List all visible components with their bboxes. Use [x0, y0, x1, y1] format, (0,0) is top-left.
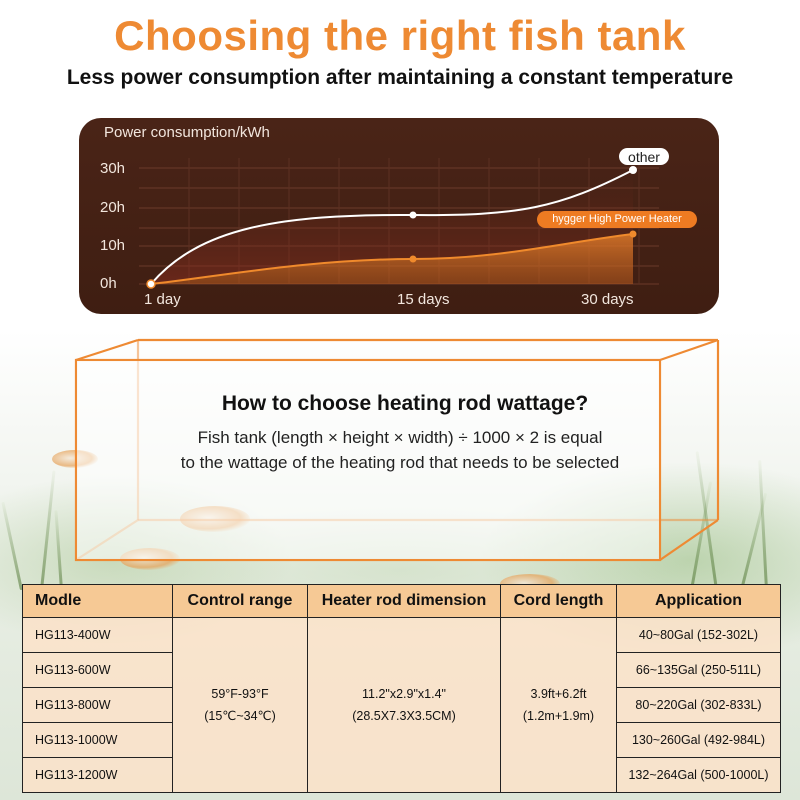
header-model: Modle: [22, 584, 173, 618]
x-tick-1-day: 1 day: [144, 291, 181, 308]
spec-table: Modle Control range Heater rod dimension…: [22, 584, 781, 793]
y-tick-10h: 10h: [100, 237, 126, 254]
legend-hygger: hygger High Power Heater: [552, 213, 682, 225]
x-tick-30-days: 30 days: [581, 291, 634, 308]
header-control-range: Control range: [172, 584, 308, 618]
y-tick-30h: 30h: [100, 160, 126, 177]
cord-ft: 3.9ft+6.2ft: [530, 687, 587, 701]
model-cell: HG113-1000W: [22, 722, 173, 758]
chart-y-title: Power consumption/kWh: [104, 124, 270, 141]
model-cell: HG113-600W: [22, 652, 173, 688]
dimension-in: 11.2"x2.9"x1.4": [362, 687, 446, 701]
application-cell: 132~264Gal (500-1000L): [616, 757, 781, 793]
legend-other: other: [628, 149, 660, 165]
header-application: Application: [616, 584, 781, 618]
model-cell: HG113-1200W: [22, 757, 173, 793]
application-cell: 80~220Gal (302-833L): [616, 687, 781, 723]
application-cell: 40~80Gal (152-302L): [616, 617, 781, 653]
application-cell: 66~135Gal (250-511L): [616, 652, 781, 688]
dimension-cm: (28.5X7.3X3.5CM): [352, 709, 456, 723]
control-range-f: 59°F-93°F: [211, 687, 269, 701]
table-row: HG113-1200W 132~264Gal (500-1000L): [22, 757, 781, 793]
wattage-formula-line-2: to the wattage of the heating rod that n…: [180, 453, 620, 472]
control-range-c: (15℃~34℃): [204, 709, 276, 723]
application-cell: 130~260Gal (492-984L): [616, 722, 781, 758]
control-range-cell: 59°F-93°F (15℃~34℃): [172, 617, 308, 793]
header-cord-length: Cord length: [500, 584, 617, 618]
y-tick-0h: 0h: [100, 275, 117, 292]
y-tick-20h: 20h: [100, 199, 126, 216]
table-header-row: Modle Control range Heater rod dimension…: [22, 584, 781, 618]
hygger-series-area: [151, 234, 633, 284]
dimension-cell: 11.2"x2.9"x1.4" (28.5X7.3X3.5CM): [307, 617, 501, 793]
page-subtitle: Less power consumption after maintaining…: [66, 66, 734, 89]
model-cell: HG113-400W: [22, 617, 173, 653]
table-row: HG113-800W 80~220Gal (302-833L): [22, 687, 781, 723]
table-row: HG113-400W 59°F-93°F (15℃~34℃) 11.2"x2.9…: [22, 617, 781, 793]
table-row: HG113-1000W 130~260Gal (492-984L): [22, 722, 781, 758]
x-tick-15-days: 15 days: [397, 291, 450, 308]
table-row: HG113-600W 66~135Gal (250-511L): [22, 652, 781, 688]
cord-m: (1.2m+1.9m): [522, 709, 595, 723]
wattage-heading: How to choose heating rod wattage?: [221, 392, 589, 415]
page-title: Choosing the right fish tank: [114, 12, 686, 59]
model-cell: HG113-800W: [22, 687, 173, 723]
cord-length-cell: 3.9ft+6.2ft (1.2m+1.9m): [500, 617, 617, 793]
chart-plot: [139, 148, 697, 289]
wattage-formula-line-1: Fish tank (length × height × width) ÷ 10…: [197, 428, 603, 447]
header-dimension: Heater rod dimension: [307, 584, 501, 618]
